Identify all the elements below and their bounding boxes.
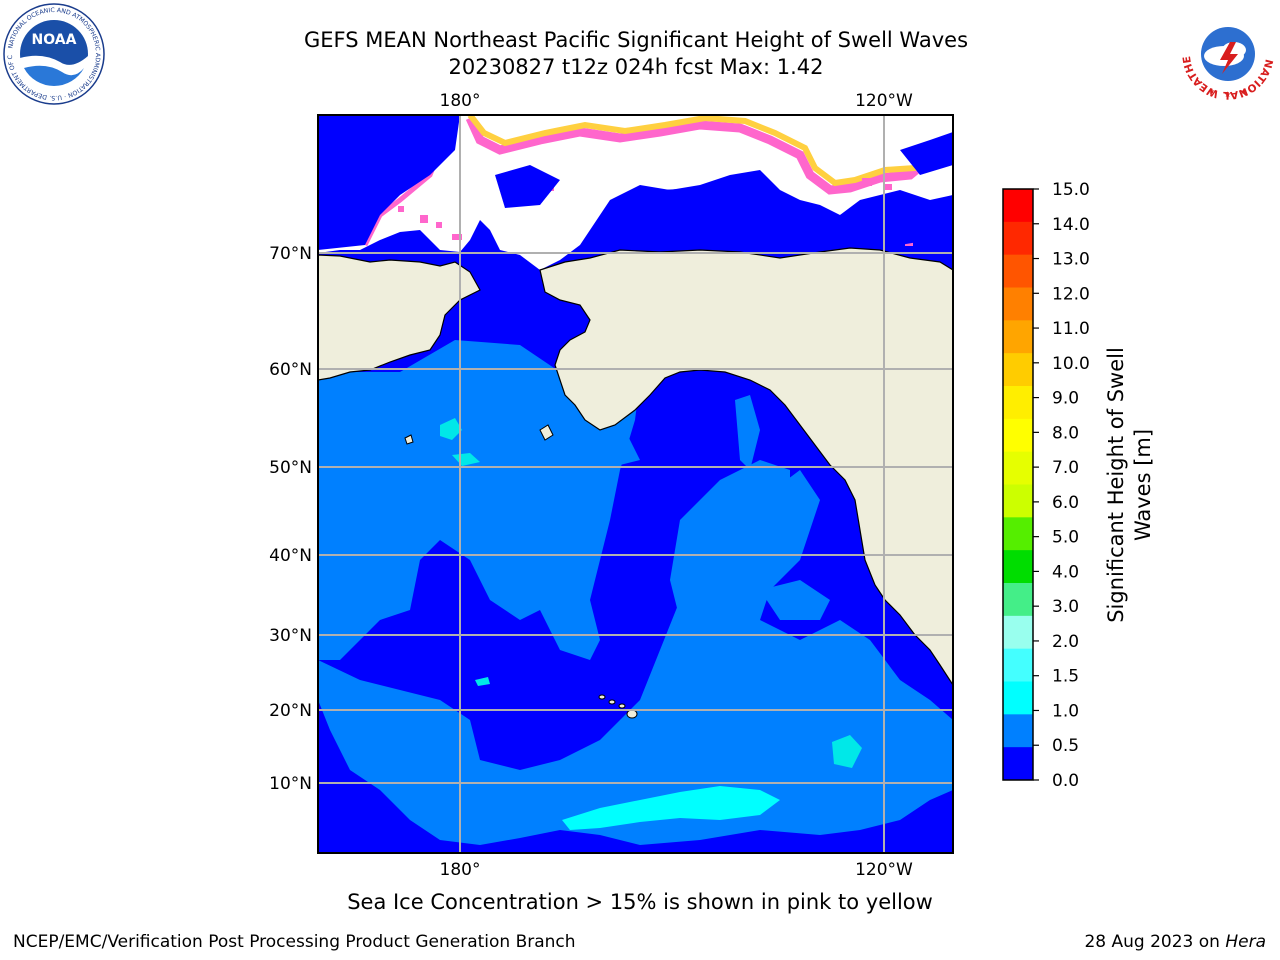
land-north-america	[539, 247, 953, 687]
colorbar-segment	[1003, 320, 1033, 354]
sea-ice-note: Sea Ice Concentration > 15% is shown in …	[347, 890, 933, 914]
graticule	[318, 115, 953, 853]
colorbar-segment	[1003, 418, 1033, 453]
date-text: 28 Aug 2023 on	[1084, 932, 1226, 952]
arctic-open-water	[495, 165, 560, 208]
colorbar-tick-label: 14.0	[1052, 215, 1090, 235]
svg-text:★: ★	[1224, 90, 1231, 99]
map-frame	[317, 114, 954, 854]
colorbar-tick-label: 1.5	[1052, 667, 1079, 687]
colorbar-segment	[1003, 353, 1033, 387]
colorbar-tick-label: 1.0	[1052, 701, 1079, 721]
page-title: GEFS MEAN Northeast Pacific Significant …	[303, 28, 969, 52]
swell-region-mid	[670, 460, 790, 640]
island	[404, 434, 414, 445]
swell-region-high	[440, 418, 462, 440]
forecast-subtitle: 20230827 t12z 024h fcst Max: 1.42	[448, 55, 824, 79]
colorbar	[1003, 189, 1033, 781]
lon-label-top: 120°W	[855, 91, 913, 111]
colorbar-tick-label: 5.0	[1052, 528, 1079, 548]
swell-region-mid	[735, 395, 760, 470]
colorbar-segment	[1003, 648, 1033, 682]
land-asia	[318, 254, 481, 381]
lon-label-top: 180°	[440, 91, 481, 111]
colorbar-segment	[1003, 747, 1033, 781]
colorbar-segment	[1003, 254, 1033, 288]
colorbar-tick-label: 10.0	[1052, 354, 1090, 374]
colorbar-ticks: 15.0 14.0 13.0 12.0 11.0 10.0 9.0 8.0 7.0 6.0 5.0 4…	[1033, 180, 1090, 791]
colorbar-tick-label: 7.0	[1052, 458, 1079, 478]
lon-label-bottom: 180°	[440, 860, 481, 880]
colorbar-segment	[1003, 517, 1033, 551]
noaa-logo-text: NOAA	[32, 32, 77, 48]
colorbar-segment	[1003, 550, 1033, 584]
colorbar-segment	[1003, 583, 1033, 617]
colorbar-label-units: Waves [m]	[1131, 429, 1155, 541]
colorbar-tick-label: 3.0	[1052, 597, 1079, 617]
colorbar-segment	[1003, 287, 1033, 321]
colorbar-tick-label: 8.0	[1052, 423, 1079, 443]
hawaii-islands	[598, 694, 638, 719]
swell-region-high	[475, 677, 490, 686]
colorbar-tick-label: 4.0	[1052, 562, 1079, 582]
colorbar-segment	[1003, 189, 1033, 223]
swell-region-mid	[760, 580, 830, 620]
colorbar-segment	[1003, 386, 1033, 420]
colorbar-tick-label: 12.0	[1052, 284, 1090, 304]
colorbar-segment	[1003, 714, 1033, 748]
colorbar-tick-label: 9.0	[1052, 389, 1079, 409]
swell-region-mid	[318, 470, 953, 845]
swell-region-high	[562, 786, 780, 830]
lat-label: 70°N	[269, 244, 312, 264]
lat-label: 40°N	[269, 546, 312, 566]
colorbar-tick-label: 2.0	[1052, 632, 1079, 652]
producer-credit: NCEP/EMC/Verification Post Processing Pr…	[13, 932, 576, 952]
colorbar-segment	[1003, 681, 1033, 715]
arctic-open-water	[600, 188, 800, 248]
swell-region-high	[832, 735, 862, 768]
lat-label: 50°N	[269, 458, 312, 478]
colorbar-segment	[1003, 221, 1033, 256]
colorbar-tick-label: 13.0	[1052, 250, 1090, 270]
colorbar-segment	[1003, 484, 1033, 518]
lat-label: 30°N	[269, 626, 312, 646]
generation-date: 28 Aug 2023 on Hera	[1084, 932, 1266, 952]
lat-label: 60°N	[269, 360, 312, 380]
lat-label: 10°N	[269, 774, 312, 794]
colorbar-tick-label: 6.0	[1052, 493, 1079, 513]
colorbar-segment	[1003, 451, 1033, 485]
machine-name: Hera	[1225, 932, 1266, 952]
lon-label-bottom: 120°W	[855, 860, 913, 880]
colorbar-tick-label: 11.0	[1052, 319, 1090, 339]
svg-text:★: ★	[1240, 87, 1247, 96]
colorbar-label: Significant Height of Swell	[1104, 347, 1128, 623]
svg-text:★: ★	[1208, 87, 1215, 96]
colorbar-segment	[1003, 615, 1033, 650]
island	[539, 424, 554, 441]
noaa-logo: NATIONAL OCEANIC AND ATMOSPHERIC ADMINIS…	[0, 0, 106, 110]
colorbar-tick-label: 0.0	[1052, 771, 1079, 791]
colorbar-tick-label: 0.5	[1052, 736, 1079, 756]
arctic-open-water	[318, 115, 460, 250]
sea-ice-edge	[467, 115, 953, 187]
lat-label: 20°N	[269, 701, 312, 721]
colorbar-tick-label: 15.0	[1052, 180, 1090, 200]
nws-logo: NATIONAL WEATHER SERVICE ★ ★ ★	[1174, 0, 1278, 104]
arctic-open-water	[840, 195, 953, 245]
colorbar-frame	[1002, 188, 1034, 781]
arctic-open-water	[900, 132, 953, 175]
